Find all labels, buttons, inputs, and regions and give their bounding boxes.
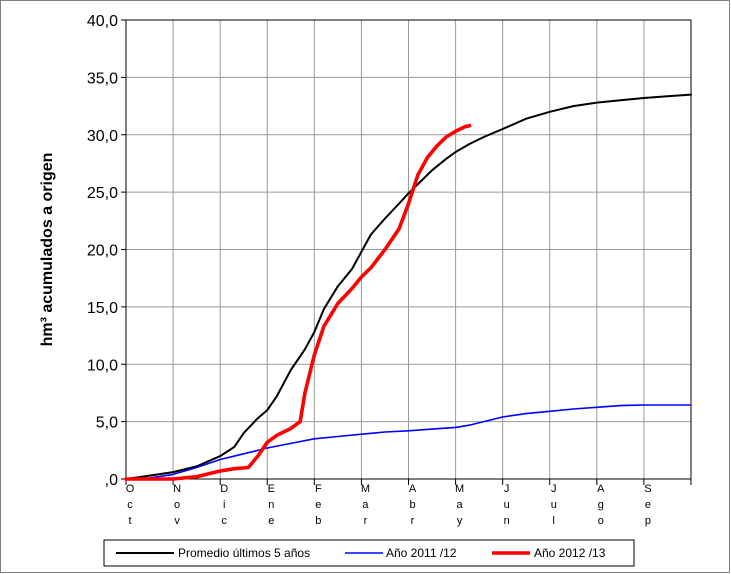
x-tick-label: Dic [220,483,228,527]
series-line-2 [125,404,692,480]
x-tick-label-char: p [645,515,651,527]
x-tick-label-char: b [315,515,321,527]
x-tick-label: Abr [409,483,417,527]
x-tick-label-char: e [268,515,274,527]
axis-ticks [121,19,692,485]
legend: Promedio últimos 5 años Año 2011 /12 Año 2… [103,539,635,567]
x-tick-label: May [455,483,464,527]
y-axis-label: hm³ acumulados a origen [39,153,56,347]
series-line-1 [125,93,692,480]
x-tick-label-char: e [315,499,321,511]
x-tick-label-char: E [268,483,275,495]
x-tick-label-char: J [551,483,557,495]
x-tick-label: Oct [126,483,135,527]
y-tick-label: 25,0 [87,185,118,202]
legend-entry: Año 2012 /13 [492,546,606,560]
legend-entry: Promedio últimos 5 años [116,546,310,560]
x-tick-label-char: A [409,483,417,495]
x-tick-label: Feb [315,483,322,527]
x-tick-label-char: g [598,499,604,511]
y-tick-label: 40,0 [87,13,118,30]
x-tick-label-char: M [361,483,370,495]
legend-label: Promedio últimos 5 años [178,546,310,560]
x-tick-label-char: b [409,499,415,511]
x-tick-label-char: S [644,483,651,495]
y-tick-label: 30,0 [87,128,118,145]
x-tick-label-char: F [315,483,322,495]
x-tick-label-char: n [268,499,274,511]
x-tick-label-char: N [173,483,181,495]
y-tick-label: 15,0 [87,300,118,317]
x-tick-label-char: c [127,499,133,511]
legend-label: Año 2012 /13 [534,546,606,560]
y-tick-label: 10,0 [87,357,118,374]
x-tick-label-char: A [597,483,605,495]
x-tick-label-char: n [504,515,510,527]
x-tick-label-char: D [220,483,228,495]
x-tick-label-char: u [551,499,557,511]
legend-label: Año 2011 /12 [386,546,457,560]
x-tick-label-char: l [553,515,555,527]
y-tick-label: 35,0 [87,70,118,87]
x-tick-label-char: e [645,499,651,511]
x-tick-label-char: r [364,515,368,527]
x-tick-label-char: y [457,515,463,527]
x-tick-label: Mar [361,483,370,527]
x-tick-label-char: M [455,483,464,495]
series-lines [124,93,692,481]
y-tick-label: ,0 [105,472,118,489]
x-tick-label-char: v [174,515,180,527]
x-tick-label-char: a [457,499,464,511]
x-tick-label-char: a [362,499,369,511]
x-tick-label: Sep [644,483,651,527]
y-tick-label: 20,0 [87,243,118,260]
x-tick-label: Jul [551,483,557,527]
x-tick-label: Ago [597,483,605,527]
x-tick-label-char: o [598,515,604,527]
x-tick-label-char: O [126,483,135,495]
x-tick-label-char: i [223,499,225,511]
y-axis-tick-labels: ,0 5,0 10,0 15,0 20,0 25,0 30,0 35,0 40,0 [87,13,118,489]
x-tick-label-char: c [221,515,227,527]
legend-entry: Año 2011 /12 [345,546,457,560]
grid [126,20,691,479]
x-tick-label: Nov [173,483,181,527]
y-tick-label: 5,0 [96,415,118,432]
x-tick-label-char: u [504,499,510,511]
x-tick-label-char: o [174,499,180,511]
x-tick-label-char: t [128,515,131,527]
x-tick-label-char: J [504,483,510,495]
x-tick-label: Jun [504,483,510,527]
x-tick-label-char: r [411,515,415,527]
series-line-3 [124,123,472,481]
x-tick-label: Ene [268,483,275,527]
